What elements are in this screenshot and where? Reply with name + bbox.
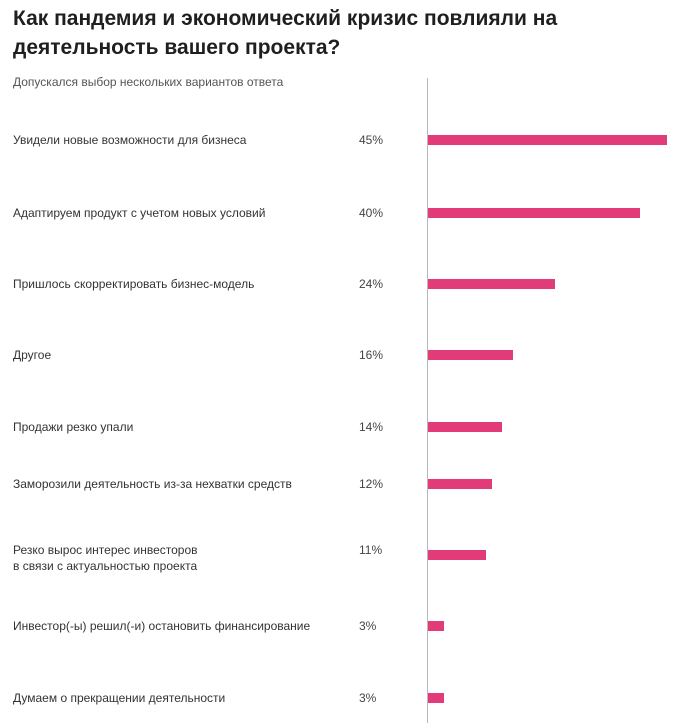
bar	[428, 279, 555, 289]
bar	[428, 350, 513, 360]
category-label: Адаптируем продукт с учетом новых услови…	[13, 206, 266, 220]
value-label: 24%	[359, 277, 384, 291]
bar	[428, 208, 640, 218]
value-label: 12%	[359, 477, 384, 491]
bar	[428, 479, 492, 489]
value-label: 3%	[359, 619, 377, 633]
bar	[428, 621, 444, 631]
category-label: Увидели новые возможности для бизнеса	[13, 133, 247, 147]
category-label: Заморозили деятельность из-за нехватки с…	[13, 477, 292, 491]
value-label: 45%	[359, 133, 384, 147]
bar	[428, 550, 486, 560]
value-label: 3%	[359, 691, 377, 705]
category-label: Другое	[13, 348, 52, 362]
value-label: 11%	[359, 543, 383, 557]
value-label: 16%	[359, 348, 384, 362]
value-label: 14%	[359, 420, 384, 434]
chart-subtitle: Допускался выбор нескольких вариантов от…	[13, 75, 284, 89]
category-label: Резко вырос интерес инвесторов в связи с…	[13, 543, 198, 573]
axis-baseline	[427, 78, 428, 723]
bar	[428, 693, 444, 703]
bar	[428, 135, 667, 145]
chart-title: Как пандемия и экономический кризис повл…	[13, 7, 558, 59]
value-label: 40%	[359, 206, 384, 220]
category-label: Инвестор(-ы) решил(-и) остановить финанс…	[13, 619, 311, 633]
category-label: Продажи резко упали	[13, 420, 134, 434]
category-label: Думаем о прекращении деятельности	[13, 691, 226, 705]
category-label: Пришлось скорректировать бизнес-модель	[13, 277, 255, 291]
bar	[428, 422, 502, 432]
